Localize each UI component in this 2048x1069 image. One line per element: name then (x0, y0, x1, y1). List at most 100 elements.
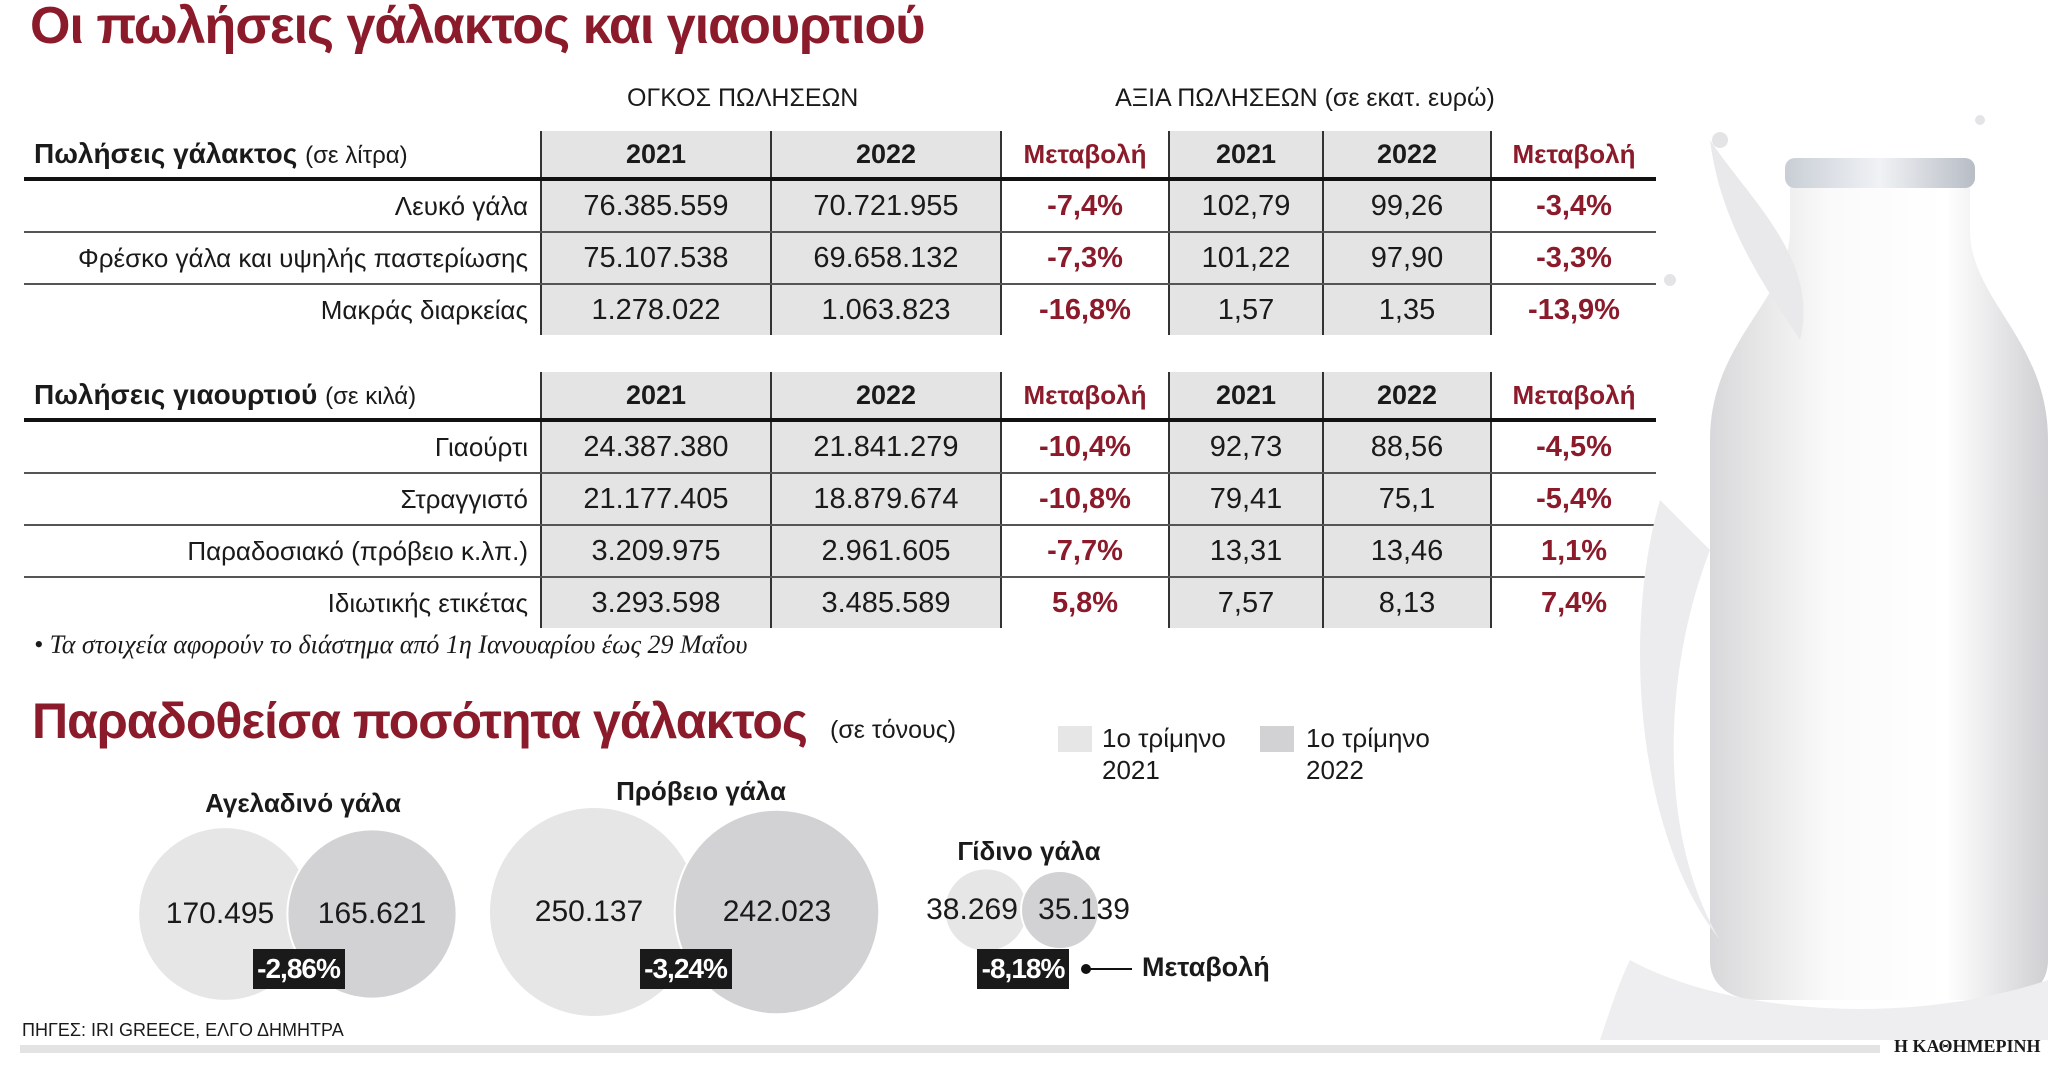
brand-logo: Η ΚΑΘΗΜΕΡΙΝΗ (1894, 1036, 2041, 1056)
table-row: Στραγγιστό 21.177.405 18.879.674 -10,8% 79,4… (24, 473, 1656, 526)
table-cell: 92,73 (1168, 420, 1323, 474)
column-header: 2022 (1322, 131, 1491, 181)
value-2022: 35.139 (1038, 893, 1130, 926)
milk-sales-table: Πωλήσεις γάλακτος (σε λίτρα) 2021 2022 Μετα… (24, 131, 1656, 335)
table-title: Πωλήσεις γάλακτος (σε λίτρα) (24, 131, 541, 181)
table-cell: 88,56 (1322, 420, 1491, 474)
row-label: Μακράς διαρκείας (320, 294, 528, 325)
table-cell: -10,4% (1000, 420, 1169, 474)
table-cell: 1,35 (1322, 284, 1491, 335)
bubble-group-label: Γίδινο γάλα (957, 836, 1101, 866)
table-cell: 8,13 (1322, 577, 1491, 628)
table-cell: -7,3% (1000, 232, 1169, 285)
legend-swatch-2021 (1058, 726, 1092, 752)
change-badge: -3,24% (639, 949, 732, 989)
table-cell: 102,79 (1168, 179, 1323, 233)
table-header-row: Πωλήσεις γάλακτος (σε λίτρα) 2021 2022 Μετα… (24, 131, 1656, 181)
table-cell: 21.841.279 (770, 420, 1001, 474)
table-title-text: Πωλήσεις γάλακτος (34, 138, 298, 169)
column-header: 2022 (770, 131, 1001, 181)
legend-2022-line2: 2022 (1306, 755, 1364, 785)
legend-label-2021: 1ο τρίμηνο 2021 (1102, 722, 1226, 786)
row-label: Στραγγιστό (24, 473, 541, 526)
table-title: Πωλήσεις γιαουρτιού (σε κιλά) (24, 372, 541, 422)
column-header: 2021 (540, 131, 771, 181)
table-row: Φρέσκο γάλα και υψηλής παστερίωσης 75.107… (24, 232, 1656, 285)
table-cell: -13,9% (1490, 284, 1656, 335)
table-cell: 7,4% (1490, 577, 1656, 628)
table-cell: 101,22 (1168, 232, 1323, 285)
table-row: Ιδιωτικής ετικέτας 3.293.598 3.485.589 5,8%… (24, 577, 1656, 628)
table-cell: 1,57 (1168, 284, 1323, 335)
table-row: Μακράς διαρκείας 1.278.022 1.063.823 -16,8%… (24, 284, 1656, 335)
legend-2021-line1: 1ο τρίμηνο (1102, 723, 1226, 753)
column-header: Μεταβολή (1490, 131, 1656, 181)
column-header: 2022 (1322, 372, 1491, 422)
table-row: Παραδοσιακό (πρόβειο κ.λπ.) 3.209.975 2.96… (24, 525, 1656, 578)
table-cell: 5,8% (1000, 577, 1169, 628)
value-2022: 165.621 (317, 897, 427, 930)
column-header: Μεταβολή (1490, 372, 1656, 422)
table-cell: -4,5% (1490, 420, 1656, 474)
table-unit: (σε κιλά) (325, 383, 417, 410)
table-cell: 1.278.022 (540, 284, 771, 335)
bubble-2022 (1020, 870, 1100, 950)
sources: ΠΗΓΕΣ: IRI GREECE, ΕΛΓΟ ΔΗΜΗΤΡΑ (22, 1020, 344, 1040)
legend-2021-line2: 2021 (1102, 755, 1160, 785)
table-cell: 79,41 (1168, 473, 1323, 526)
legend-2022-line1: 1ο τρίμηνο (1306, 723, 1430, 753)
change-legend-label: Μεταβολή (1142, 952, 1270, 982)
legend-label-2022: 1ο τρίμηνο 2022 (1306, 722, 1430, 786)
table-cell: 18.879.674 (770, 473, 1001, 526)
change-badge: -8,18% (977, 949, 1069, 989)
table-cell: 70.721.955 (770, 179, 1001, 233)
footer-bar (20, 1045, 1880, 1053)
table-cell: -7,4% (1000, 179, 1169, 233)
volume-group-header: ΟΓΚΟΣ ΠΩΛΗΣΕΩΝ (627, 84, 859, 112)
table-cell: 75.107.538 (540, 232, 771, 285)
table-cell: 1,1% (1490, 525, 1656, 578)
table-cell: 75,1 (1322, 473, 1491, 526)
table-cell: -7,7% (1000, 525, 1169, 578)
table-row: Γιαούρτι 24.387.380 21.841.279 -10,4% 92,73 8… (24, 420, 1656, 474)
column-header: 2021 (540, 372, 771, 422)
value-2022: 242.023 (722, 895, 832, 928)
table-cell: 13,31 (1168, 525, 1323, 578)
value-2021: 250.137 (534, 895, 644, 928)
footnote: • Τα στοιχεία αφορούν το διάστημα από 1η… (34, 630, 748, 659)
table-cell: 2.961.605 (770, 525, 1001, 578)
bubble-group-label: Αγελαδινό γάλα (205, 788, 401, 818)
table-row: Λευκό γάλα 76.385.559 70.721.955 -7,4% 102,7… (24, 179, 1656, 233)
milk-bottle-illustration (1600, 115, 2048, 1040)
page-title: Οι πωλήσεις γάλακτος και γιαουρτιού (30, 0, 926, 55)
legend-swatch-2022 (1260, 726, 1294, 752)
delivered-milk-title: Παραδοθείσα ποσότητα γάλακτος (32, 693, 808, 749)
table-cell: 3.485.589 (770, 577, 1001, 628)
delivered-milk-unit: (σε τόνους) (830, 716, 957, 744)
value-2021: 38.269 (926, 893, 1018, 926)
table-cell: -16,8% (1000, 284, 1169, 335)
row-label: Γιαούρτι (24, 420, 541, 474)
row-label: Λευκό γάλα (24, 179, 541, 233)
table-cell: 13,46 (1322, 525, 1491, 578)
table-cell: 7,57 (1168, 577, 1323, 628)
table-cell: 99,26 (1322, 179, 1491, 233)
table-cell: -5,4% (1490, 473, 1656, 526)
column-header: 2022 (770, 372, 1001, 422)
column-header: 2021 (1168, 372, 1323, 422)
table-cell: 1.063.823 (770, 284, 1001, 335)
table-cell: 24.387.380 (540, 420, 771, 474)
column-header: Μεταβολή (1000, 131, 1169, 181)
row-label: Ιδιωτικής ετικέτας (327, 587, 528, 618)
bubble-2021 (945, 869, 1027, 951)
value-group-header: ΑΞΙΑ ΠΩΛΗΣΕΩΝ (σε εκατ. ευρώ) (1115, 84, 1495, 112)
table-unit: (σε λίτρα) (305, 142, 408, 169)
column-header: 2021 (1168, 131, 1323, 181)
bubble-group-label: Πρόβειο γάλα (616, 776, 786, 806)
table-cell: -3,3% (1490, 232, 1656, 285)
row-label: Φρέσκο γάλα και υψηλής παστερίωσης (24, 232, 541, 285)
table-cell: 3.293.598 (540, 577, 771, 628)
table-cell: 97,90 (1322, 232, 1491, 285)
row-label: Παραδοσιακό (πρόβειο κ.λπ.) (24, 525, 541, 578)
table-cell: -3,4% (1490, 179, 1656, 233)
